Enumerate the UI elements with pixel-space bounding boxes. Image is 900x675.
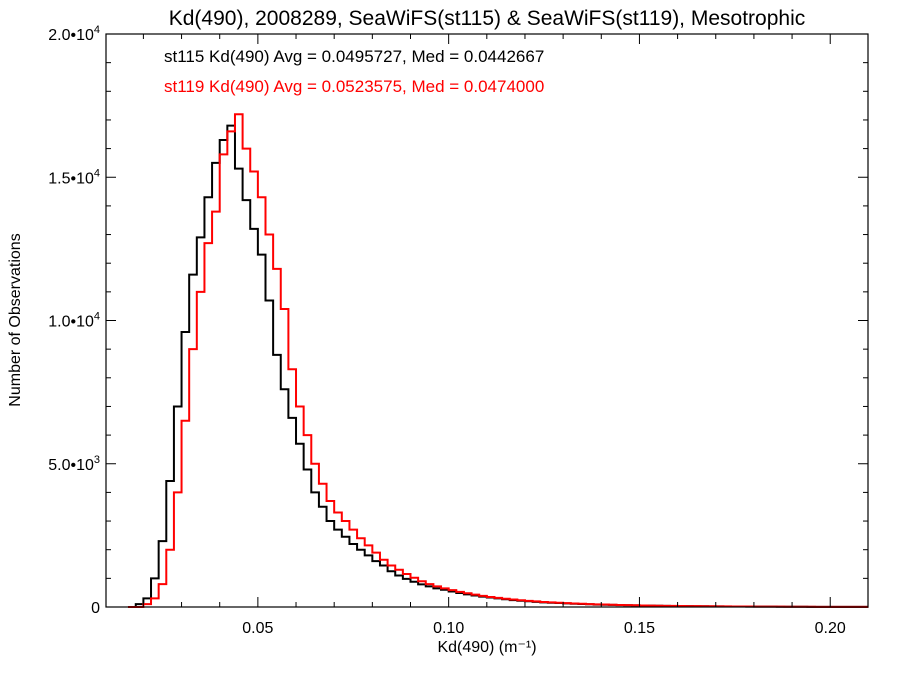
series-st119-line [128, 113, 869, 608]
x-tick-label: 0.20 [815, 620, 846, 637]
x-axis-label: Kd(490) (m⁻¹) [437, 639, 536, 656]
series-layer [128, 113, 869, 608]
x-tick-label: 0.10 [433, 620, 464, 637]
legend-st119: st119 Kd(490) Avg = 0.0523575, Med = 0.0… [164, 77, 544, 96]
chart-title: Kd(490), 2008289, SeaWiFS(st115) & SeaWi… [169, 7, 806, 30]
y-tick-label: 2.0•104 [48, 24, 100, 44]
y-tick-label: 5.0•103 [48, 454, 100, 474]
x-tick-label: 0.05 [242, 620, 273, 637]
legend-st115: st115 Kd(490) Avg = 0.0495727, Med = 0.0… [164, 47, 544, 66]
series-st115-line [128, 124, 869, 608]
y-axis-label: Number of Observations [7, 233, 24, 406]
tick-layer: 0.05 0.10 0.15 0.20 0 5.0•103 1.0•104 1.5•104 2.… [48, 24, 868, 637]
plot-frame [105, 33, 869, 608]
y-tick-label: 1.5•104 [48, 167, 100, 187]
y-tick-label: 1.0•104 [48, 311, 100, 331]
x-tick-label: 0.15 [624, 620, 655, 637]
y-tick-label: 0 [91, 600, 100, 617]
